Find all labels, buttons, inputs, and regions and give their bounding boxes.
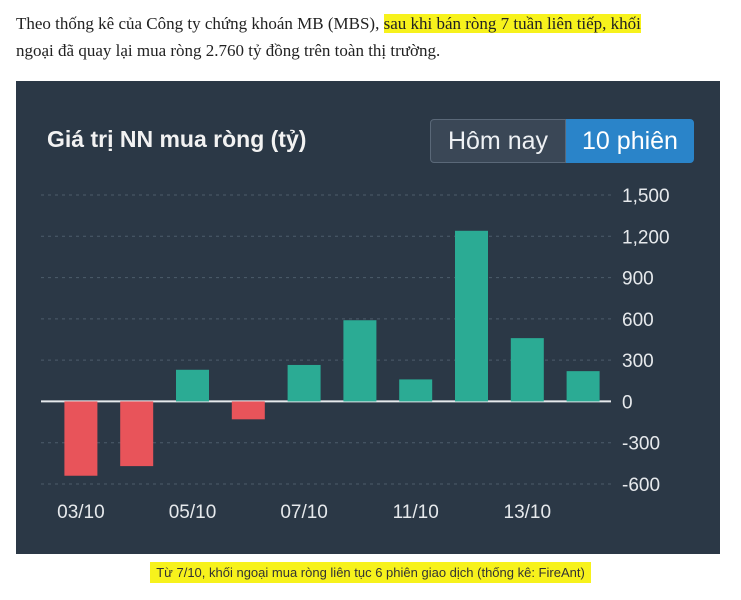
image-caption: Từ 7/10, khối ngoại mua ròng liên tục 6 … <box>0 562 741 583</box>
caption-text: Từ 7/10, khối ngoại mua ròng liên tục 6 … <box>150 562 591 583</box>
bar-04-10[interactable] <box>120 401 154 467</box>
bar-06-10[interactable] <box>231 401 265 420</box>
bar-13-10[interactable] <box>510 338 544 402</box>
article-paragraph: Theo thống kê của Công ty chứng khoán MB… <box>16 10 728 64</box>
y-tick-label: -600 <box>622 475 660 496</box>
chart-title: Giá trị NN mua ròng (tỷ) <box>47 126 307 152</box>
period-tabs: Hôm nay 10 phiên <box>430 119 694 165</box>
article-text-end: ngoại đã quay lại mua ròng 2.760 tỷ đồng… <box>16 41 441 60</box>
bar-14-10[interactable] <box>566 371 600 402</box>
chart-card: Giá trị NN mua ròng (tỷ) Hôm nay 10 phiê… <box>16 81 720 554</box>
bar-07-10[interactable] <box>287 364 321 402</box>
bar-03-10[interactable] <box>64 401 98 476</box>
y-tick-label: 0 <box>622 392 633 413</box>
x-tick-label: 03/10 <box>57 502 105 523</box>
bar-12-10[interactable] <box>455 230 488 402</box>
y-tick-label: 600 <box>622 310 654 331</box>
y-tick-label: 900 <box>622 269 654 290</box>
y-tick-label: -300 <box>622 434 660 455</box>
x-tick-label: 11/10 <box>393 502 439 523</box>
article-text-start: Theo thống kê của Công ty chứng khoán MB… <box>16 14 384 33</box>
y-tick-label: 300 <box>622 351 654 372</box>
bar-05-10[interactable] <box>176 369 209 402</box>
tab-10-sessions[interactable]: 10 phiên <box>566 119 694 163</box>
bar-chart: 1,500 1,200 900 600 300 0 -300 -600 03/10 05/10 07… <box>41 186 670 523</box>
x-tick-label: 07/10 <box>280 502 328 523</box>
article-text-highlight: sau khi bán ròng 7 tuần liên tiếp, khối <box>383 14 641 33</box>
y-tick-label: 1,200 <box>622 227 670 248</box>
y-tick-label: 1,500 <box>622 186 670 207</box>
bar-10-10[interactable] <box>343 320 377 402</box>
bar-11-10[interactable] <box>399 379 433 402</box>
x-tick-label: 05/10 <box>169 502 217 523</box>
x-tick-label: 13/10 <box>504 502 552 523</box>
tab-today[interactable]: Hôm nay <box>430 119 566 163</box>
